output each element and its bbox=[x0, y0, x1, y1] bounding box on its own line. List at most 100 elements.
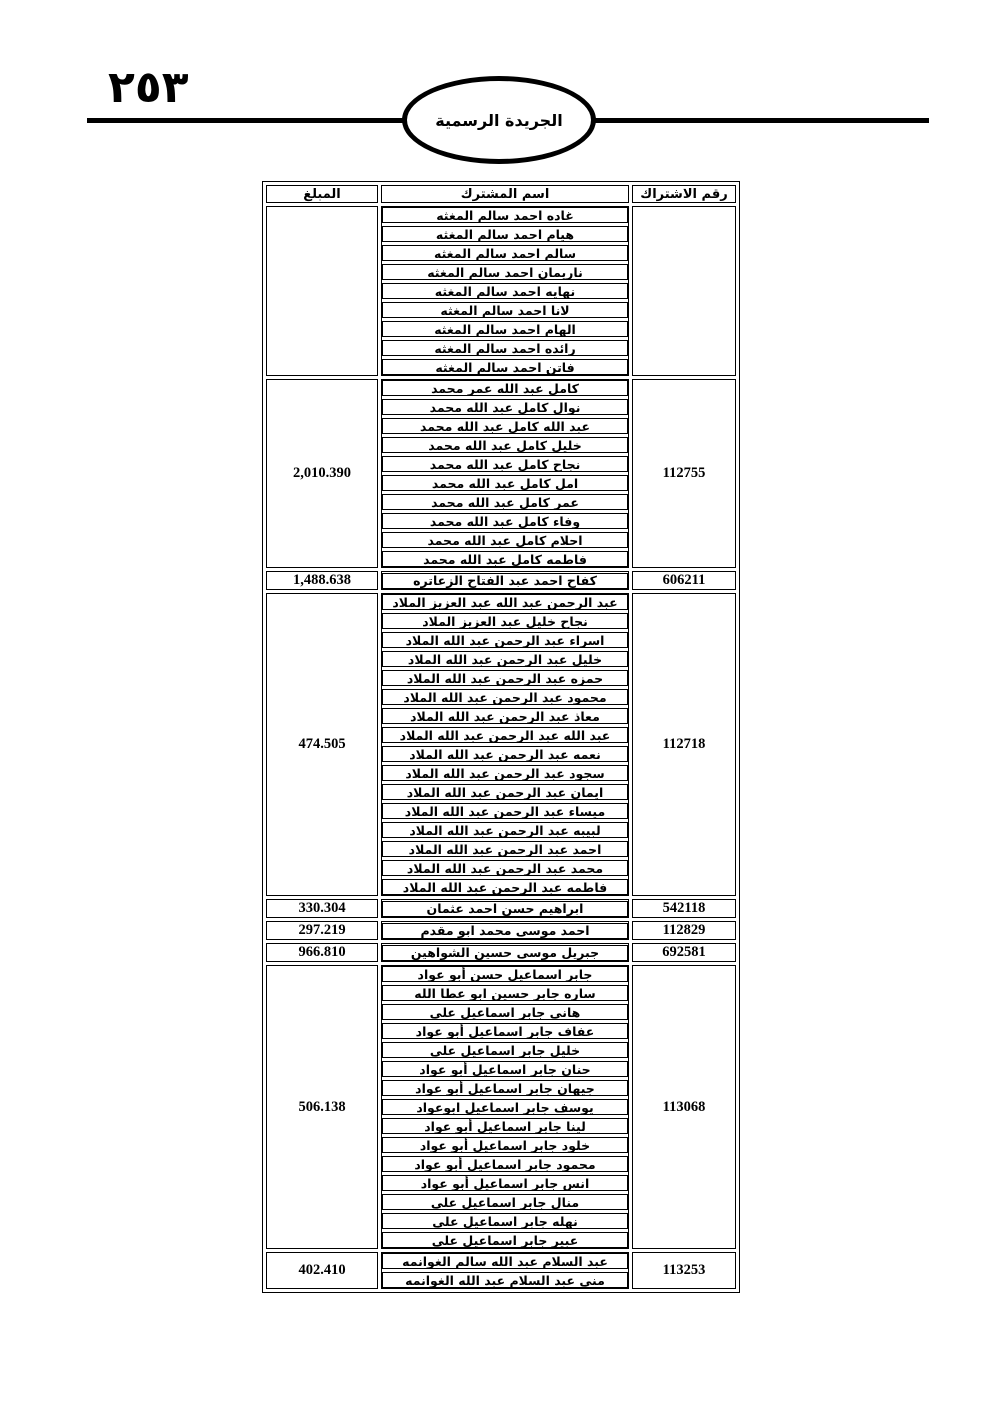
subscriber-name: كفاح احمد عبد الفتاح الزعاتره bbox=[382, 572, 628, 589]
subscriber-group-row: 112829 احمد موسى محمد ابو مقدم 297.219 bbox=[266, 921, 736, 940]
subscriber-name: منى عبد السلام عبد الله الغوانمه bbox=[382, 1272, 628, 1288]
subscription-no-cell: 606211 bbox=[632, 571, 736, 590]
subscriber-name: احلام كامل عبد الله محمد bbox=[382, 532, 628, 548]
subscriber-name: منال جابر اسماعيل علي bbox=[382, 1194, 628, 1210]
subscriber-group-row: غاده احمد سالم المغثه هيام احمد سالم المغ… bbox=[266, 206, 736, 376]
subscriber-name: ابراهيم حسن احمد عثمان bbox=[382, 900, 628, 917]
gazette-banner: الجريدة الرسمية bbox=[402, 76, 596, 164]
subscriber-name: هيام احمد سالم المغثه bbox=[382, 226, 628, 242]
subscriber-name: عبد الله كامل عبد الله محمد bbox=[382, 418, 628, 434]
subscriber-name: نهله جابر اسماعيل علي bbox=[382, 1213, 628, 1229]
subscriber-name: محمود جابر اسماعيل أبو عواد bbox=[382, 1156, 628, 1172]
subscriber-group-row: 606211 كفاح احمد عبد الفتاح الزعاتره 1,488… bbox=[266, 571, 736, 590]
subscriber-name: لبيبه عبد الرحمن عبد الله الملاد bbox=[382, 822, 628, 838]
subscriber-group-row: 542118 ابراهيم حسن احمد عثمان 330.304 bbox=[266, 899, 736, 918]
subscription-no-cell: 113253 bbox=[632, 1252, 736, 1289]
subscriber-name: ناريمان احمد سالم المغثه bbox=[382, 264, 628, 280]
subscriber-name: نوال كامل عبد الله محمد bbox=[382, 399, 628, 415]
amount-cell: 506.138 bbox=[266, 965, 378, 1249]
subscriber-name: عبد الرحمن عبد الله عبد العزيز الملاد bbox=[382, 594, 628, 610]
subscriber-name: غاده احمد سالم المغثه bbox=[382, 207, 628, 223]
subscriber-name: نجاح كامل عبد الله محمد bbox=[382, 456, 628, 472]
subscribers-table: رقم الاشتراك اسم المشترك المبلغ غاده احم… bbox=[262, 181, 740, 1293]
subscriber-name: وفاء كامل عبد الله محمد bbox=[382, 513, 628, 529]
names-cell: كامل عبد الله عمر محمد نوال كامل عبد الله… bbox=[381, 379, 629, 568]
subscriber-name: كامل عبد الله عمر محمد bbox=[382, 380, 628, 396]
subscriber-name: هاني جابر اسماعيل علي bbox=[382, 1004, 628, 1020]
subscription-no-cell: 112829 bbox=[632, 921, 736, 940]
subscriber-name: لانا احمد سالم المغثه bbox=[382, 302, 628, 318]
subscriber-group-row: 112718 عبد الرحمن عبد الله عبد العزيز الم… bbox=[266, 593, 736, 896]
amount-cell: 330.304 bbox=[266, 899, 378, 918]
subscriber-name: نجاح خليل عبد العزيز الملاد bbox=[382, 613, 628, 629]
subscriber-name: خليل جابر اسماعيل علي bbox=[382, 1042, 628, 1058]
subscriber-name: ساره جابر حسين ابو عطا الله bbox=[382, 985, 628, 1001]
names-cell: ابراهيم حسن احمد عثمان bbox=[381, 899, 629, 918]
subscriber-name: عبد الله عبد الرحمن عبد الله الملاد bbox=[382, 727, 628, 743]
amount-cell: 474.505 bbox=[266, 593, 378, 896]
subscriber-name: رائده احمد سالم المغثه bbox=[382, 340, 628, 356]
names-cell: عبد الرحمن عبد الله عبد العزيز الملاد نجا… bbox=[381, 593, 629, 896]
col-header-subscriber-name: اسم المشترك bbox=[381, 185, 629, 203]
names-cell: احمد موسى محمد ابو مقدم bbox=[381, 921, 629, 940]
subscriber-group-row: 692581 جبريل موسى حسين الشواهين 966.810 bbox=[266, 943, 736, 962]
subscriber-name: نهايه احمد سالم المغثه bbox=[382, 283, 628, 299]
subscriber-group-row: 113253 عبد السلام عبد الله سالم الغوانمه م… bbox=[266, 1252, 736, 1289]
subscriber-name: محمد عبد الرحمن عبد الله الملاد bbox=[382, 860, 628, 876]
subscriber-name: انس جابر اسماعيل أبو عواد bbox=[382, 1175, 628, 1191]
subscriber-name: سالم احمد سالم المغثه bbox=[382, 245, 628, 261]
subscriber-name: عبد السلام عبد الله سالم الغوانمه bbox=[382, 1253, 628, 1269]
col-header-subscription-no: رقم الاشتراك bbox=[632, 185, 736, 203]
subscriber-name: ميساء عبد الرحمن عبد الله الملاد bbox=[382, 803, 628, 819]
subscriber-name: خلود جابر اسماعيل أبو عواد bbox=[382, 1137, 628, 1153]
subscriber-name: جابر اسماعيل حسن أبو عواد bbox=[382, 966, 628, 982]
subscriber-name: فاطمه كامل عبد الله محمد bbox=[382, 551, 628, 567]
names-cell: غاده احمد سالم المغثه هيام احمد سالم المغ… bbox=[381, 206, 629, 376]
amount-cell: 966.810 bbox=[266, 943, 378, 962]
subscriber-name: احمد عبد الرحمن عبد الله الملاد bbox=[382, 841, 628, 857]
subscriber-name: لينا جابر اسماعيل أبو عواد bbox=[382, 1118, 628, 1134]
subscriber-name: احمد موسى محمد ابو مقدم bbox=[382, 922, 628, 939]
subscriber-name: فاطمه عبد الرحمن عبد الله الملاد bbox=[382, 879, 628, 895]
subscriber-name: ايمان عبد الرحمن عبد الله الملاد bbox=[382, 784, 628, 800]
subscriber-name: عبير جابر اسماعيل علي bbox=[382, 1232, 628, 1248]
subscriber-name: الهام احمد سالم المغثه bbox=[382, 321, 628, 337]
subscriber-name: عفاف جابر اسماعيل أبو عواد bbox=[382, 1023, 628, 1039]
subscription-no-cell bbox=[632, 206, 736, 376]
names-cell: جبريل موسى حسين الشواهين bbox=[381, 943, 629, 962]
subscriber-name: جيهان جابر اسماعيل أبو عواد bbox=[382, 1080, 628, 1096]
subscriber-name: اسراء عبد الرحمن عبد الله الملاد bbox=[382, 632, 628, 648]
subscriber-name: عمر كامل عبد الله محمد bbox=[382, 494, 628, 510]
subscription-no-cell: 112718 bbox=[632, 593, 736, 896]
gazette-banner-label: الجريدة الرسمية bbox=[435, 110, 563, 130]
subscriber-group-row: 112755 كامل عبد الله عمر محمد نوال كامل عب… bbox=[266, 379, 736, 568]
table-body: غاده احمد سالم المغثه هيام احمد سالم المغ… bbox=[266, 206, 736, 1289]
col-header-amount: المبلغ bbox=[266, 185, 378, 203]
names-cell: عبد السلام عبد الله سالم الغوانمه منى عبد… bbox=[381, 1252, 629, 1289]
names-cell: كفاح احمد عبد الفتاح الزعاتره bbox=[381, 571, 629, 590]
subscriber-name: خليل كامل عبد الله محمد bbox=[382, 437, 628, 453]
subscriber-name: خليل عبد الرحمن عبد الله الملاد bbox=[382, 651, 628, 667]
subscriber-name: يوسف جابر اسماعيل ابوعواد bbox=[382, 1099, 628, 1115]
subscriber-name: نعمه عبد الرحمن عبد الله الملاد bbox=[382, 746, 628, 762]
names-cell: جابر اسماعيل حسن أبو عواد ساره جابر حسين … bbox=[381, 965, 629, 1249]
subscriber-name: حنان جابر اسماعيل أبو عواد bbox=[382, 1061, 628, 1077]
amount-cell: 297.219 bbox=[266, 921, 378, 940]
amount-cell: 1,488.638 bbox=[266, 571, 378, 590]
subscription-no-cell: 542118 bbox=[632, 899, 736, 918]
amount-cell bbox=[266, 206, 378, 376]
subscriber-name: جبريل موسى حسين الشواهين bbox=[382, 944, 628, 961]
subscription-no-cell: 113068 bbox=[632, 965, 736, 1249]
subscription-no-cell: 692581 bbox=[632, 943, 736, 962]
subscriber-name: معاذ عبد الرحمن عبد الله الملاد bbox=[382, 708, 628, 724]
amount-cell: 2,010.390 bbox=[266, 379, 378, 568]
subscriber-name: امل كامل عبد الله محمد bbox=[382, 475, 628, 491]
subscriber-name: محمود عبد الرحمن عبد الله الملاد bbox=[382, 689, 628, 705]
subscriber-name: فاتن احمد سالم المغثه bbox=[382, 359, 628, 375]
amount-cell: 402.410 bbox=[266, 1252, 378, 1289]
subscription-no-cell: 112755 bbox=[632, 379, 736, 568]
subscriber-name: سجود عبد الرحمن عبد الله الملاد bbox=[382, 765, 628, 781]
table-header-row: رقم الاشتراك اسم المشترك المبلغ bbox=[266, 185, 736, 203]
subscriber-group-row: 113068 جابر اسماعيل حسن أبو عواد ساره جابر… bbox=[266, 965, 736, 1249]
page-number: ٢٥٣ bbox=[108, 62, 189, 113]
